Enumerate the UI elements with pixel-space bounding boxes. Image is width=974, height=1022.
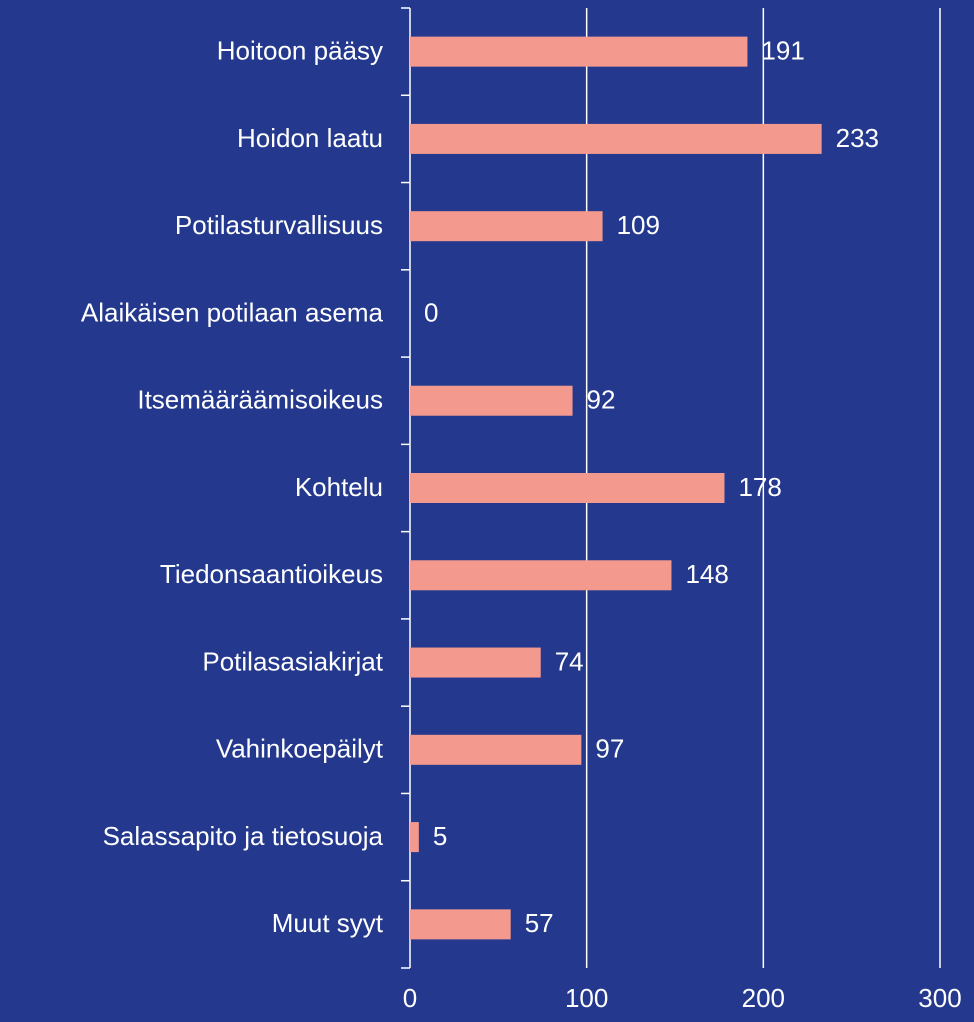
bar — [410, 560, 672, 591]
bar — [410, 473, 725, 503]
value-label: 92 — [587, 385, 616, 415]
value-label: 5 — [433, 821, 447, 851]
y-tick-label: Potilasturvallisuus — [175, 210, 383, 240]
y-tick-label: Tiedonsaantioikeus — [160, 559, 383, 589]
value-label: 109 — [617, 210, 660, 240]
bar — [410, 647, 541, 678]
bar — [410, 211, 603, 242]
value-label: 97 — [595, 734, 624, 764]
bar — [410, 822, 419, 853]
y-tick-label: Kohtelu — [295, 472, 383, 502]
x-tick-label: 0 — [403, 983, 417, 1013]
value-label: 0 — [424, 297, 438, 327]
bar — [410, 909, 511, 940]
y-tick-label: Alaikäisen potilaan asema — [81, 297, 384, 327]
value-label: 233 — [836, 123, 879, 153]
bar — [410, 36, 748, 67]
y-tick-label: Hoidon laatu — [237, 123, 383, 153]
y-tick-label: Itsemääräämisoikeus — [137, 385, 383, 415]
value-label: 178 — [738, 472, 781, 502]
value-label: 148 — [685, 559, 728, 589]
y-tick-label: Salassapito ja tietosuoja — [103, 821, 384, 851]
y-tick-label: Hoitoon pääsy — [217, 36, 383, 66]
x-tick-label: 300 — [918, 983, 961, 1013]
y-tick-label: Potilasasiakirjat — [202, 646, 383, 676]
x-tick-label: 100 — [565, 983, 608, 1013]
y-tick-label: Vahinkoepäilyt — [216, 734, 384, 764]
y-tick-label: Muut syyt — [272, 908, 384, 938]
bar — [410, 734, 582, 765]
x-tick-label: 200 — [742, 983, 785, 1013]
value-label: 74 — [555, 646, 584, 676]
bar — [410, 385, 573, 416]
value-label: 57 — [525, 908, 554, 938]
bar — [410, 123, 822, 154]
value-label: 191 — [761, 36, 804, 66]
